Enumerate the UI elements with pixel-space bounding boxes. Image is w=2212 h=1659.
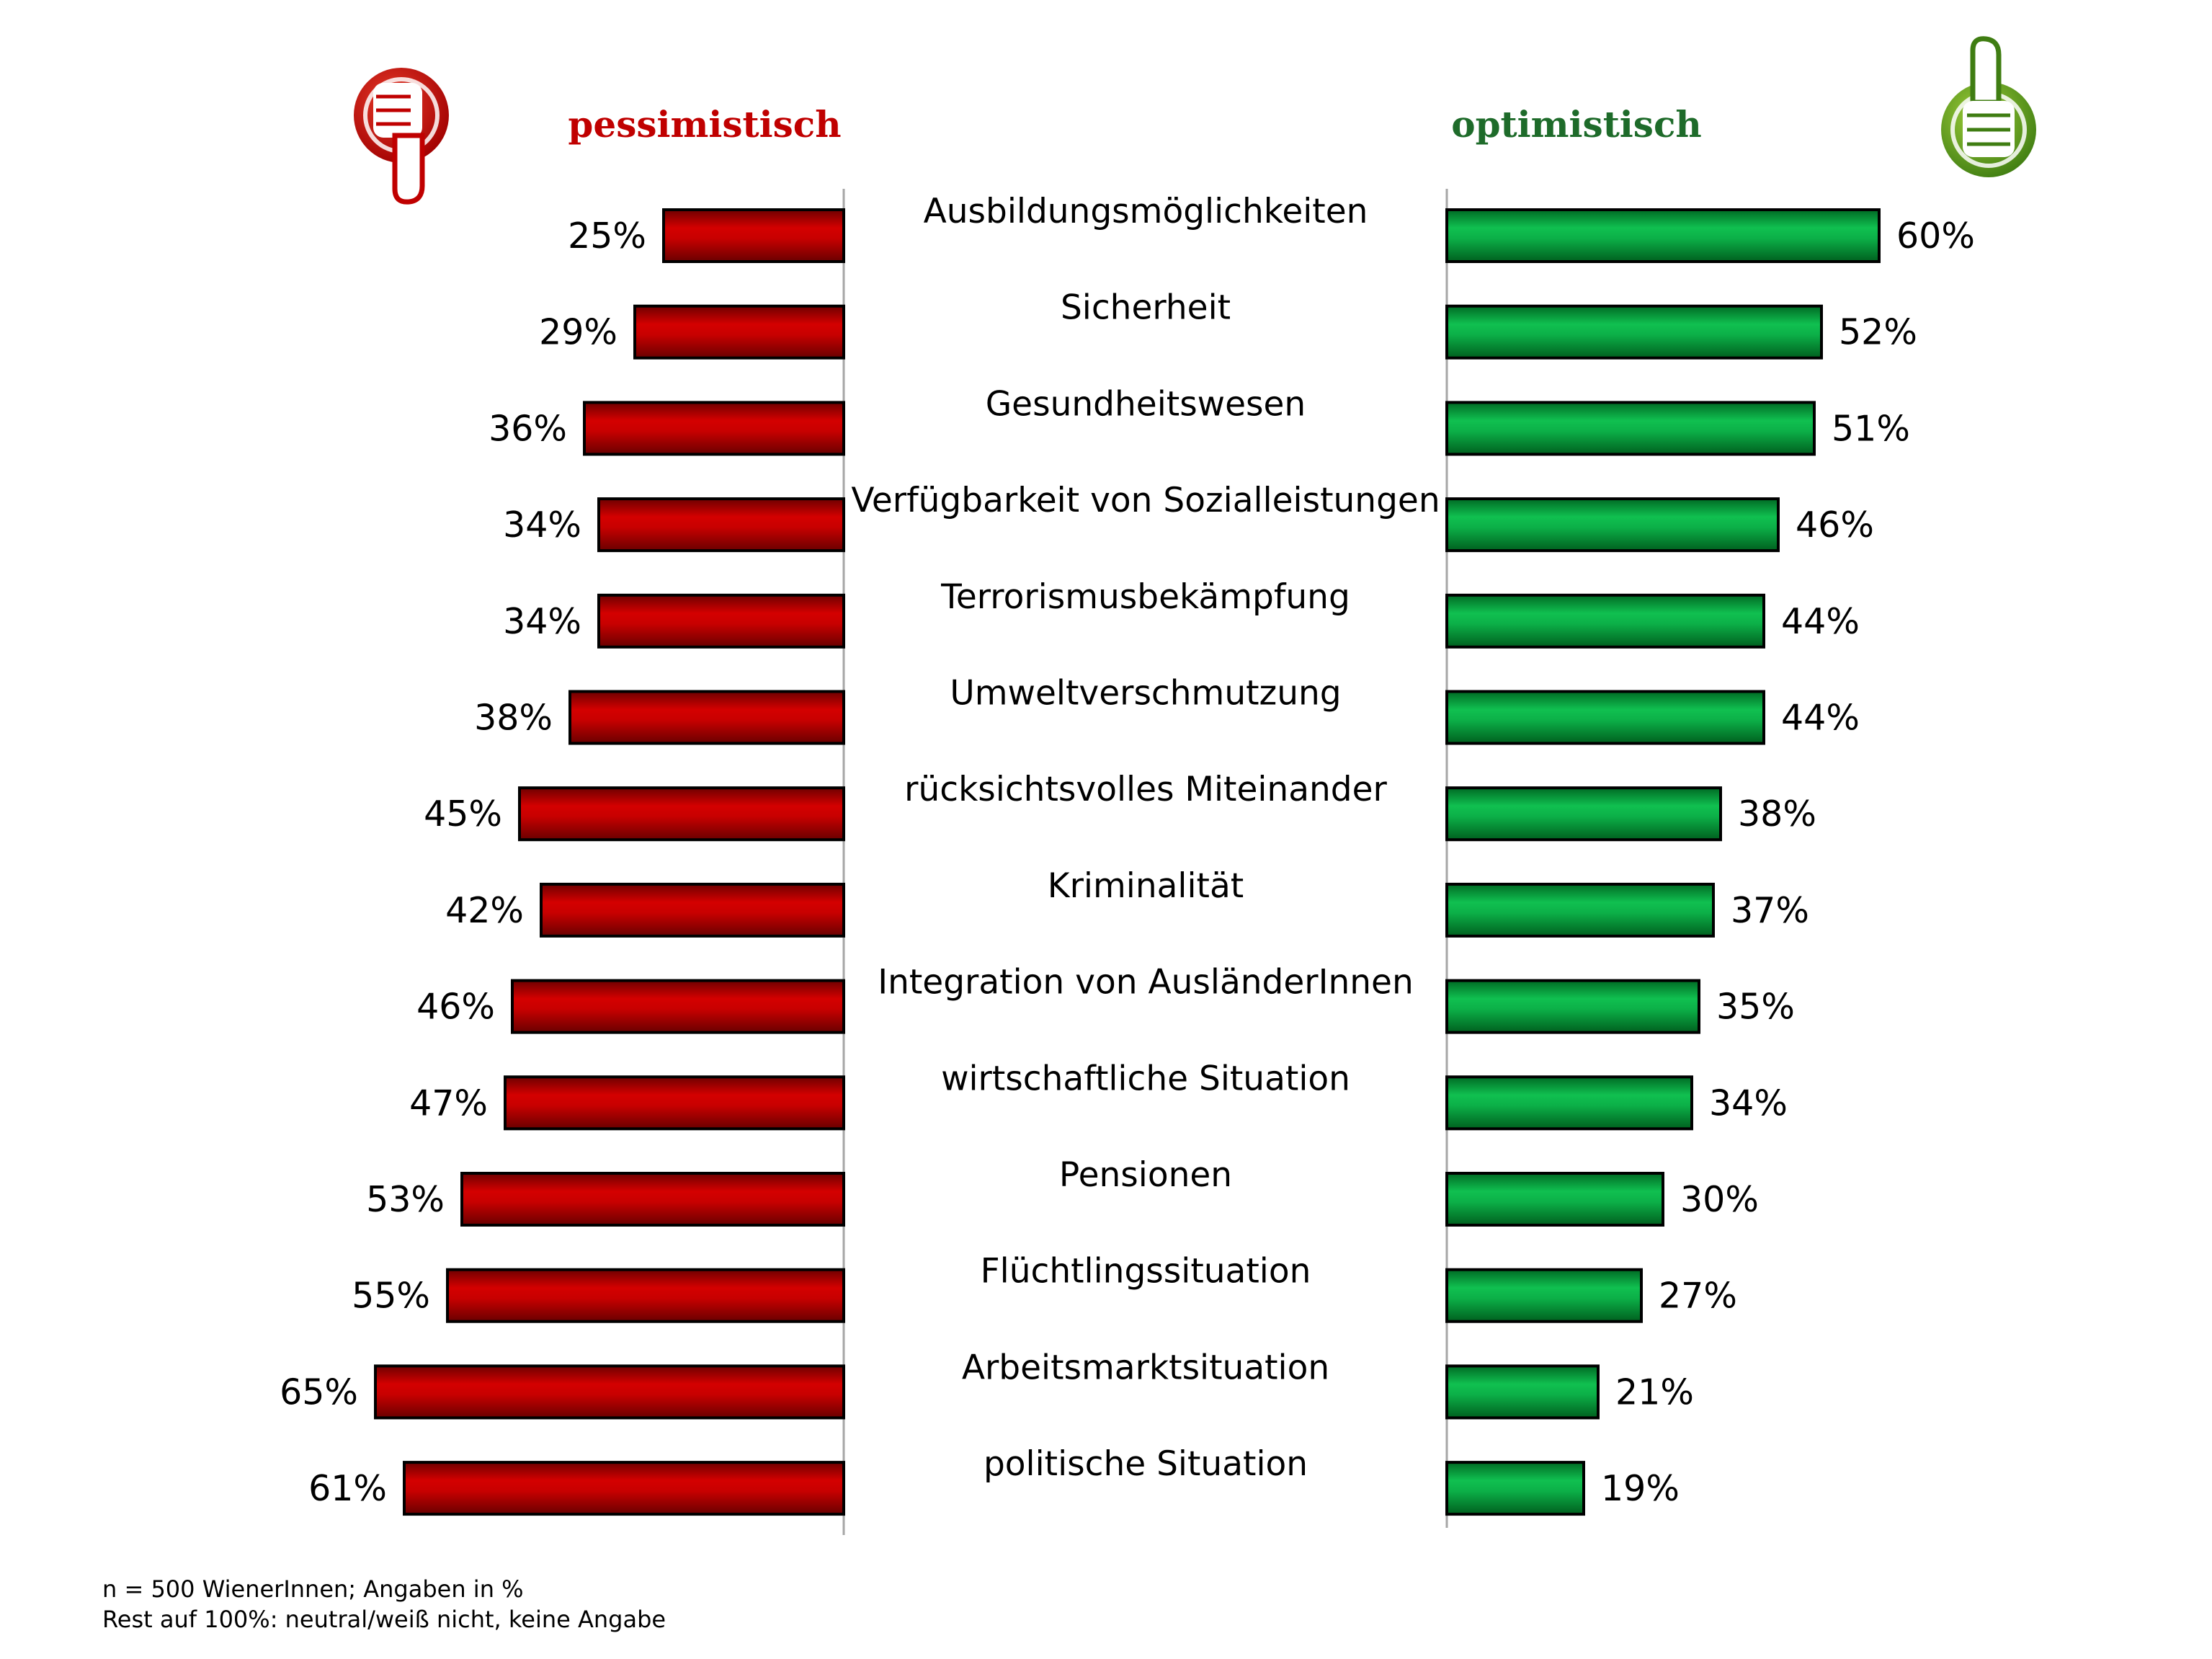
bar-optimistisch (1445, 304, 1823, 360)
data-label-pessimistisch: 42% (445, 890, 524, 931)
bar-pessimistisch (597, 497, 845, 553)
category-label: Ausbildungsmöglichkeiten (924, 192, 1368, 231)
data-label-pessimistisch: 29% (539, 312, 617, 353)
data-label-optimistisch: 27% (1659, 1276, 1737, 1317)
bar-pessimistisch (662, 208, 845, 263)
data-label-pessimistisch: 38% (474, 698, 553, 739)
bar-optimistisch (1445, 1268, 1643, 1323)
data-label-pessimistisch: 46% (416, 987, 495, 1028)
category-label: Verfügbarkeit von Sozialleistungen (851, 481, 1440, 520)
bar-optimistisch (1445, 497, 1780, 553)
thumbs-down-icon (354, 68, 449, 205)
bar-pessimistisch (374, 1364, 845, 1420)
data-label-optimistisch: 52% (1839, 312, 1917, 353)
category-label: Arbeitsmarktsituation (962, 1348, 1329, 1387)
data-label-optimistisch: 44% (1781, 698, 1860, 739)
data-label-pessimistisch: 65% (280, 1371, 358, 1413)
data-label-pessimistisch: 25% (568, 215, 646, 257)
data-label-optimistisch: 60% (1896, 215, 1975, 257)
bar-optimistisch (1445, 786, 1722, 842)
data-label-pessimistisch: 53% (366, 1179, 445, 1220)
category-label: Umweltverschmutzung (950, 674, 1341, 713)
bar-optimistisch (1445, 690, 1765, 745)
bar-optimistisch (1445, 401, 1816, 456)
data-label-optimistisch: 35% (1716, 987, 1795, 1028)
bar-optimistisch (1445, 1075, 1693, 1131)
data-label-optimistisch: 21% (1615, 1371, 1694, 1413)
category-label: Gesundheitswesen (986, 384, 1306, 424)
data-label-pessimistisch: 55% (352, 1276, 430, 1317)
bar-pessimistisch (403, 1461, 845, 1516)
category-label: politische Situation (984, 1444, 1308, 1484)
data-label-pessimistisch: 45% (424, 793, 502, 835)
category-label: Integration von AusländerInnen (878, 963, 1414, 1002)
category-label: Flüchtlingssituation (981, 1252, 1311, 1291)
thumbs-up-icon (1941, 36, 2036, 177)
heading-optimistisch: optimistisch (1451, 103, 1702, 146)
category-label: wirtschaftliche Situation (941, 1059, 1350, 1098)
data-label-optimistisch: 30% (1680, 1179, 1759, 1220)
bar-pessimistisch (583, 401, 845, 456)
bar-optimistisch (1445, 979, 1700, 1034)
data-label-pessimistisch: 34% (503, 504, 581, 546)
category-label: Sicherheit (1061, 288, 1231, 328)
data-label-optimistisch: 19% (1601, 1468, 1680, 1509)
data-label-pessimistisch: 36% (489, 408, 567, 449)
bar-pessimistisch (540, 882, 845, 938)
data-label-pessimistisch: 34% (503, 601, 581, 642)
data-label-optimistisch: 38% (1738, 793, 1816, 835)
data-label-optimistisch: 51% (1832, 408, 1910, 449)
bar-pessimistisch (460, 1172, 845, 1227)
data-label-pessimistisch: 47% (409, 1082, 488, 1124)
bar-pessimistisch (511, 979, 845, 1034)
bar-pessimistisch (568, 690, 845, 745)
bar-optimistisch (1445, 882, 1715, 938)
bar-optimistisch (1445, 1461, 1585, 1516)
data-label-optimistisch: 46% (1796, 504, 1874, 546)
bar-pessimistisch (597, 593, 845, 649)
footnote-line-1: n = 500 WienerInnen; Angaben in % (102, 1575, 524, 1603)
category-label: Pensionen (1059, 1155, 1232, 1195)
bar-optimistisch (1445, 1364, 1600, 1420)
bar-pessimistisch (446, 1268, 845, 1323)
bar-optimistisch (1445, 593, 1765, 649)
bar-pessimistisch (504, 1075, 845, 1131)
footnote-line-2: Rest auf 100%: neutral/weiß nicht, keine… (102, 1606, 666, 1633)
data-label-optimistisch: 34% (1709, 1082, 1788, 1124)
data-label-pessimistisch: 61% (308, 1468, 387, 1509)
category-label: Terrorismusbekämpfung (940, 577, 1350, 617)
bar-pessimistisch (518, 786, 845, 842)
category-label: rücksichtsvolles Miteinander (904, 770, 1387, 809)
bar-optimistisch (1445, 1172, 1664, 1227)
data-label-optimistisch: 37% (1731, 890, 1809, 931)
data-label-optimistisch: 44% (1781, 601, 1860, 642)
bars-group: Ausbildungsmöglichkeiten 25% 60% Sicherheit… (280, 192, 1975, 1516)
bar-pessimistisch (633, 304, 845, 360)
category-label: Kriminalität (1048, 866, 1244, 906)
bar-optimistisch (1445, 208, 1881, 263)
heading-pessimistisch: pessimistisch (568, 103, 841, 146)
